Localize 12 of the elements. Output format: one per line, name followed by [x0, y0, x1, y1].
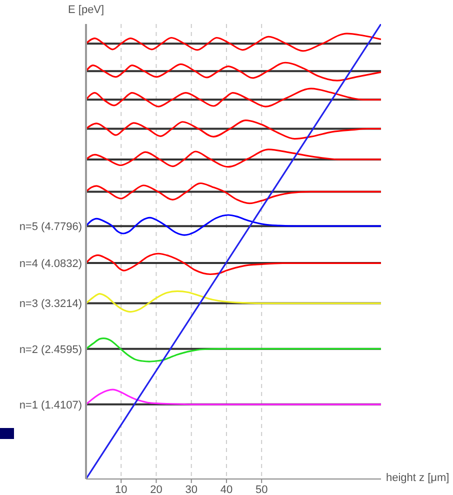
ref-line-label: n=1 (1.4107): [19, 399, 82, 412]
y-axis-title: E [peV]: [68, 4, 104, 16]
x-tick-label: 30: [185, 484, 198, 495]
x-axis-title: height z [μm]: [386, 472, 450, 484]
x-tick-label: 50: [255, 484, 268, 495]
ref-line-label: n=4 (4.0832): [19, 258, 82, 270]
ref-line-label: n=2 (2.4595): [19, 344, 82, 356]
x-tick-label: 10: [114, 484, 128, 495]
ref-line-label: n=5 (4.7796): [19, 221, 82, 234]
x-tick-label: 40: [220, 484, 233, 495]
x-tick-label: 20: [150, 484, 162, 495]
ref-line-label: n=3 (3.3214): [19, 298, 82, 310]
